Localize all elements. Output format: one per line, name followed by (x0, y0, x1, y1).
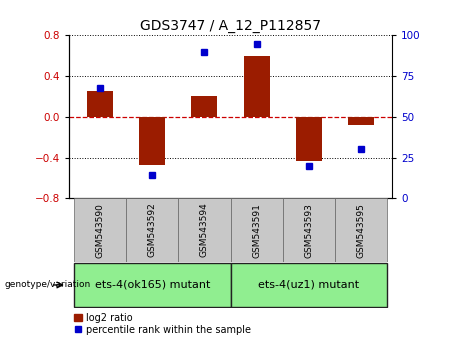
Bar (283, 198, 335, 262)
Bar (74, 198, 126, 262)
Bar (296, 117, 322, 161)
Title: GDS3747 / A_12_P112857: GDS3747 / A_12_P112857 (140, 19, 321, 33)
Bar (230, 198, 283, 262)
Text: ets-4(uz1) mutant: ets-4(uz1) mutant (258, 280, 359, 290)
Bar (191, 96, 218, 117)
Bar (88, 91, 113, 117)
Text: genotype/variation: genotype/variation (5, 280, 91, 290)
Text: GSM543594: GSM543594 (200, 203, 209, 257)
Bar (126, 198, 178, 262)
Legend: log2 ratio, percentile rank within the sample: log2 ratio, percentile rank within the s… (74, 313, 251, 335)
Text: ets-4(ok165) mutant: ets-4(ok165) mutant (95, 280, 210, 290)
Bar (178, 198, 230, 262)
Text: GSM543590: GSM543590 (96, 202, 105, 258)
Text: GSM543595: GSM543595 (356, 202, 365, 258)
Bar (348, 117, 373, 125)
Bar (230, 263, 387, 307)
Text: GSM543593: GSM543593 (304, 202, 313, 258)
Bar (335, 198, 387, 262)
Text: GSM543592: GSM543592 (148, 203, 157, 257)
Bar (139, 117, 165, 165)
Bar (243, 56, 270, 117)
Text: GSM543591: GSM543591 (252, 202, 261, 258)
Bar (74, 263, 230, 307)
